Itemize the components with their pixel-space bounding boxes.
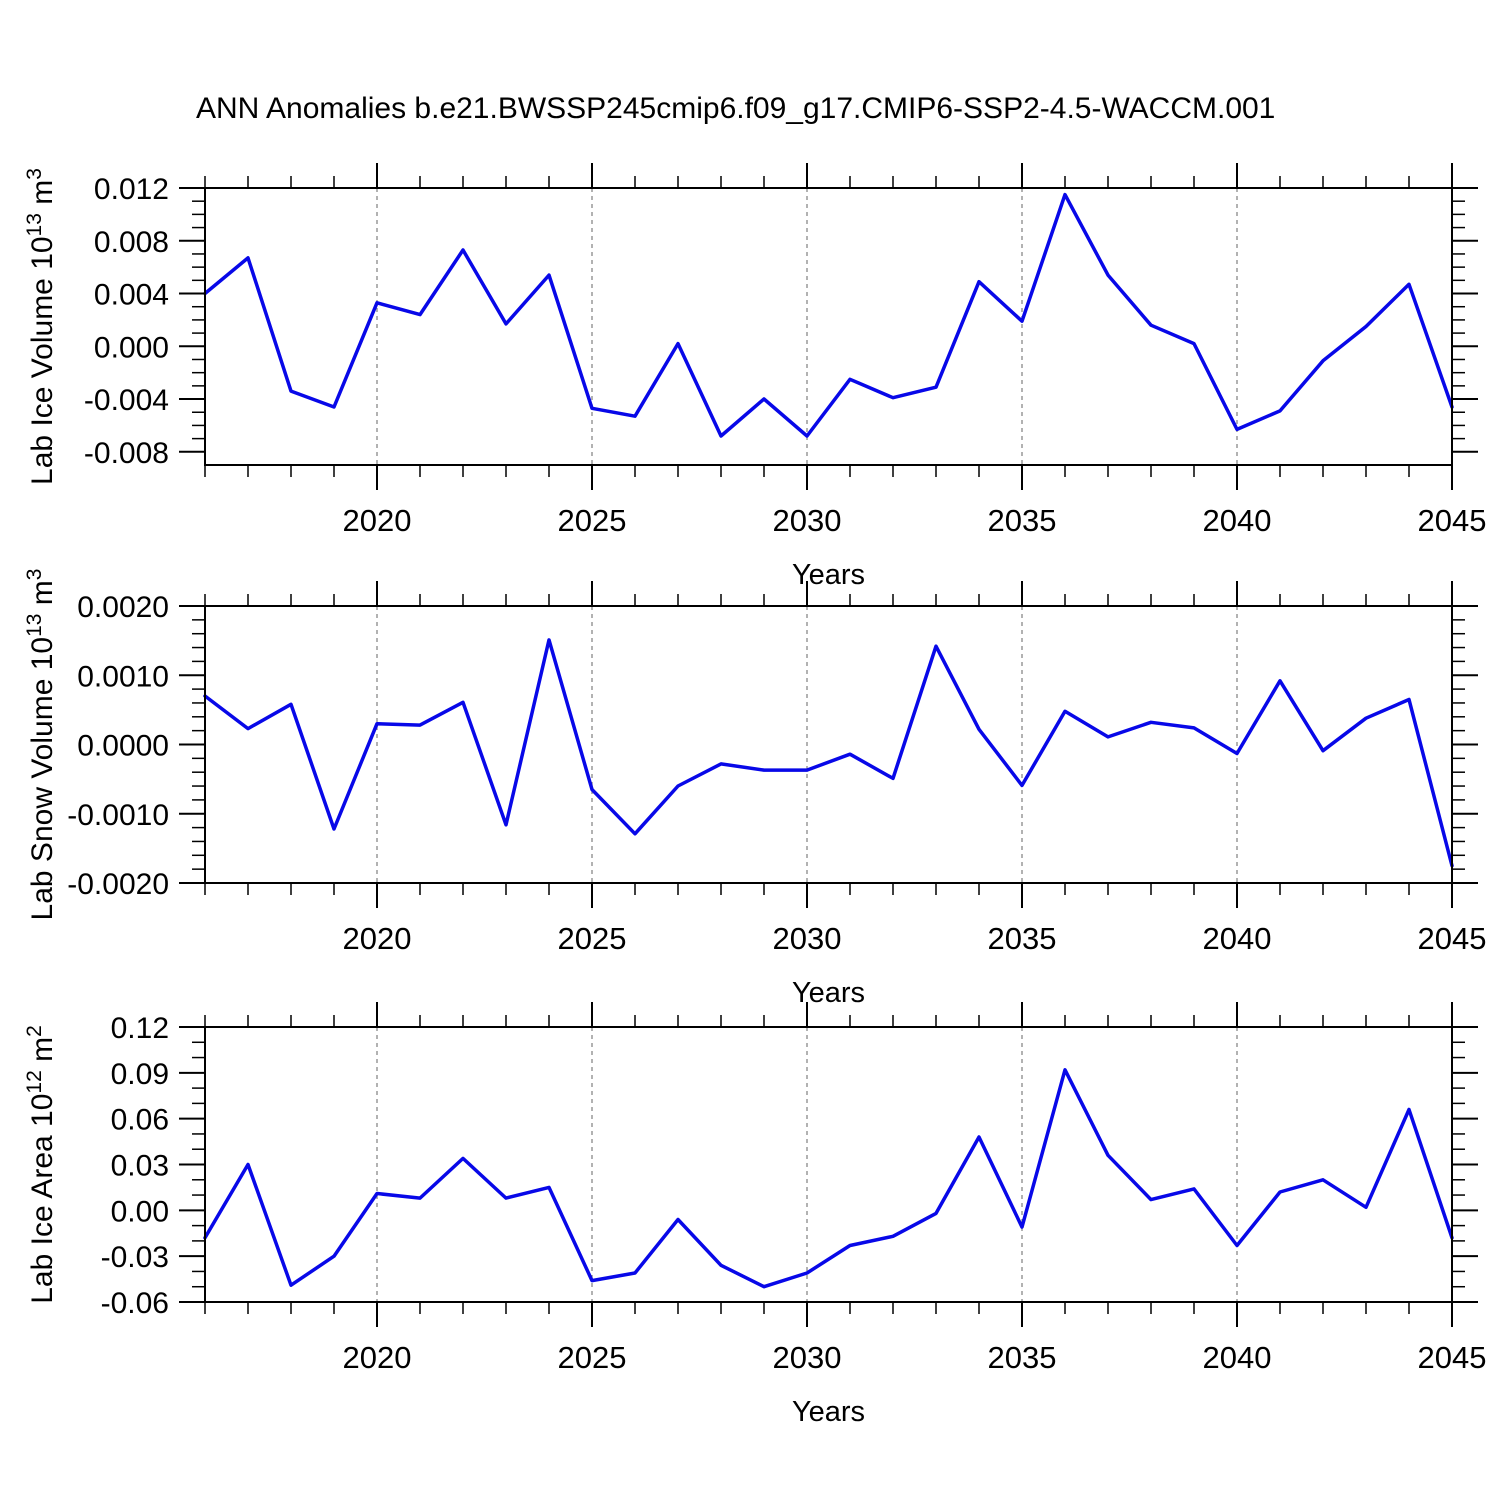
y-tick-label: 0.012	[94, 173, 169, 206]
y-axis-title-sup: 2	[23, 1025, 46, 1037]
x-tick-label: 2035	[988, 921, 1057, 956]
y-tick-label: 0.0010	[77, 660, 169, 693]
y-axis-title-text: Lab Ice Volume 10	[26, 236, 59, 485]
x-ticks	[204, 581, 1453, 908]
gridlines	[376, 606, 1238, 883]
data-line-lab-ice-area	[203, 1068, 1454, 1289]
y-ticks	[179, 1026, 1478, 1303]
y-tick-label: -0.008	[84, 437, 169, 470]
y-tick-label: 0.03	[111, 1150, 169, 1183]
data-line-lab-ice-volume	[203, 192, 1454, 438]
y-tick-label: -0.03	[101, 1241, 169, 1274]
y-axis-title-sup: 13	[23, 213, 46, 236]
gridlines	[376, 1027, 1238, 1302]
x-tick-label: 2045	[1418, 1340, 1487, 1375]
y-tick-label: 0.12	[111, 1012, 169, 1045]
panel-frame	[204, 187, 1453, 466]
y-axis-title-text: Lab Snow Volume 10	[26, 637, 59, 921]
panel-frame	[204, 605, 1453, 884]
y-axis-title-sup: 12	[23, 1070, 46, 1093]
y-axis-title: Lab Ice Area 1012 m2	[23, 1025, 59, 1304]
y-axis-title-text: m	[26, 580, 59, 613]
x-tick-label: 2020	[343, 1340, 412, 1375]
x-axis-title: Years	[792, 559, 865, 591]
x-tick-label: 2040	[1203, 1340, 1272, 1375]
y-tick-label: 0.0000	[77, 730, 169, 763]
x-tick-label: 2025	[558, 503, 627, 538]
y-axis-title-text: m	[26, 180, 59, 213]
y-tick-label: -0.0010	[67, 799, 169, 832]
x-ticks	[204, 163, 1453, 490]
x-axis-title: Years	[792, 977, 865, 1009]
y-tick-label: 0.06	[111, 1104, 169, 1137]
x-tick-label: 2030	[773, 921, 842, 956]
gridlines	[376, 188, 1238, 465]
x-tick-label: 2030	[773, 1340, 842, 1375]
y-tick-label: 0.000	[94, 331, 169, 364]
x-tick-label: 2035	[988, 1340, 1057, 1375]
x-tick-label: 2040	[1203, 503, 1272, 538]
y-tick-label: 0.008	[94, 226, 169, 259]
y-ticks	[179, 605, 1478, 884]
y-axis-title-sup: 3	[23, 569, 46, 581]
y-tick-label: -0.06	[101, 1287, 169, 1320]
x-tick-label: 2025	[558, 1340, 627, 1375]
data-line-lab-snow-volume	[203, 638, 1454, 868]
y-axis-title-sup: 3	[23, 168, 46, 180]
chart-title: ANN Anomalies b.e21.BWSSP245cmip6.f09_g1…	[196, 92, 1276, 125]
y-axis-title-text: m	[26, 1037, 59, 1070]
x-ticks	[204, 1002, 1453, 1327]
x-tick-label: 2020	[343, 921, 412, 956]
y-tick-label: 0.0020	[77, 591, 169, 624]
y-tick-label: -0.0020	[67, 868, 169, 901]
y-tick-label: 0.00	[111, 1195, 169, 1228]
x-tick-label: 2035	[988, 503, 1057, 538]
y-axis-title: Lab Ice Volume 1013 m3	[23, 168, 59, 485]
y-tick-label: -0.004	[84, 384, 169, 417]
y-axis-title-sup: 13	[23, 614, 46, 637]
x-tick-label: 2030	[773, 503, 842, 538]
x-tick-label: 2025	[558, 921, 627, 956]
panel-lab-ice-volume: 0.012 0.008 0.004 0.000 -0.004 -0.008 2020 2025…	[23, 163, 1486, 591]
panel-lab-ice-area: 0.12 0.09 0.06 0.03 0.00 -0.03 -0.06 2020 2025 20…	[23, 1002, 1486, 1428]
y-axis-title-text: Lab Ice Area 10	[26, 1094, 59, 1304]
x-axis-title: Years	[792, 1396, 865, 1428]
panel-lab-snow-volume: 0.0020 0.0010 0.0000 -0.0010 -0.0020 2020 2025…	[23, 569, 1486, 1009]
x-tick-label: 2045	[1418, 921, 1487, 956]
x-tick-label: 2040	[1203, 921, 1272, 956]
y-ticks	[179, 187, 1478, 453]
y-axis-title: Lab Snow Volume 1013 m3	[23, 569, 59, 921]
y-tick-label: 0.004	[94, 279, 169, 312]
x-tick-label: 2020	[343, 503, 412, 538]
x-tick-label: 2045	[1418, 503, 1487, 538]
y-tick-label: 0.09	[111, 1058, 169, 1091]
